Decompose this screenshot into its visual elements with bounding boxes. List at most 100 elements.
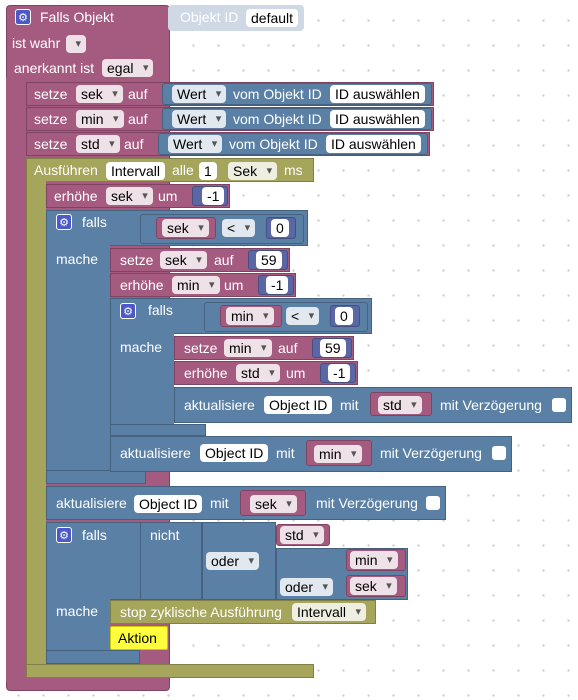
interval-dropdown[interactable]: Intervall <box>292 603 367 621</box>
falls-label: falls <box>82 214 107 230</box>
ms-label: ms <box>284 162 303 178</box>
gear-icon[interactable]: ⚙ <box>120 303 136 319</box>
operator-dropdown[interactable]: < <box>286 307 320 325</box>
setze-label: setze <box>34 111 68 127</box>
var-dropdown[interactable]: sek <box>160 251 207 269</box>
erhoehe-label: erhöhe <box>184 365 228 381</box>
var-dropdown[interactable]: sek <box>350 577 397 595</box>
if-block-1-wall <box>46 210 110 482</box>
falls-label: falls <box>82 527 107 543</box>
wert-dropdown[interactable]: Wert <box>172 110 227 128</box>
var-dropdown[interactable]: min <box>172 276 220 294</box>
mit-label: mit <box>276 445 295 461</box>
id-select-field[interactable]: ID auswählen <box>330 110 425 128</box>
oder-dropdown[interactable]: oder <box>206 552 260 570</box>
delay-checkbox[interactable] <box>552 398 566 412</box>
if-block-1-footer <box>46 470 146 484</box>
ausfuehren-label: Ausführen <box>34 162 98 178</box>
objekt-id-value[interactable]: default <box>246 9 299 27</box>
id-select-field[interactable]: ID auswählen <box>326 135 421 153</box>
object-id-field[interactable]: Object ID <box>134 495 203 513</box>
ist-wahr-dropdown[interactable] <box>66 35 86 53</box>
auf-label: auf <box>124 136 144 152</box>
delay-checkbox[interactable] <box>492 446 506 460</box>
delay-label: mit Verzögerung <box>316 495 418 511</box>
var-dropdown[interactable]: min <box>314 445 362 463</box>
delay-label: mit Verzögerung <box>380 445 482 461</box>
if-block-2-wall <box>110 298 174 436</box>
var-dropdown[interactable]: std <box>76 135 120 153</box>
gear-icon[interactable]: ⚙ <box>56 527 72 543</box>
setze-label: setze <box>184 340 218 356</box>
gear-icon[interactable]: ⚙ <box>15 9 31 25</box>
var-dropdown[interactable]: sek <box>250 495 297 513</box>
var-dropdown[interactable]: min <box>224 339 272 357</box>
stop-label: stop zyklische Ausführung <box>120 604 282 620</box>
var-dropdown[interactable]: sek <box>76 85 123 103</box>
anerkannt-ist-label: anerkannt ist <box>14 60 95 76</box>
var-dropdown[interactable]: std <box>280 526 324 544</box>
if-block-3-footer <box>46 650 140 664</box>
interval-name-field[interactable]: Intervall <box>106 162 166 180</box>
var-dropdown[interactable]: sek <box>106 187 153 205</box>
object-id-field[interactable]: Object ID <box>264 396 333 414</box>
setze-label: setze <box>120 252 154 268</box>
auf-label: auf <box>278 340 298 356</box>
not-block[interactable] <box>140 522 202 600</box>
setze-label: setze <box>34 136 68 152</box>
object-id-field[interactable]: Object ID <box>200 444 269 462</box>
falls-label: falls <box>148 302 173 318</box>
var-dropdown[interactable]: min <box>76 110 124 128</box>
mache-label: mache <box>56 251 99 267</box>
vom-objekt-label: vom Objekt ID <box>233 86 322 102</box>
var-dropdown[interactable]: std <box>378 396 422 414</box>
number-field[interactable]: 0 <box>335 307 353 325</box>
event-statements-wall <box>6 78 26 682</box>
anerkannt-dropdown[interactable]: egal <box>102 59 154 77</box>
aktion-label: Aktion <box>118 630 157 646</box>
interval-unit-dropdown[interactable]: Sek <box>228 162 278 180</box>
var-dropdown[interactable]: min <box>226 307 274 325</box>
oder-dropdown[interactable]: oder <box>280 578 334 596</box>
alle-label: alle <box>172 162 194 178</box>
operator-dropdown[interactable]: < <box>222 219 256 237</box>
setze-label: setze <box>34 86 68 102</box>
interval-block-footer <box>26 664 314 678</box>
nicht-label: nicht <box>150 527 180 543</box>
var-dropdown[interactable]: std <box>236 364 280 382</box>
mache-label: mache <box>120 339 163 355</box>
if-block-3-wall <box>46 522 110 662</box>
wert-dropdown[interactable]: Wert <box>172 85 227 103</box>
erhoehe-label: erhöhe <box>54 188 98 204</box>
erhoehe-label: erhöhe <box>120 277 164 293</box>
aktualisiere-label: aktualisiere <box>120 445 191 461</box>
number-field[interactable]: 59 <box>320 339 346 357</box>
number-field[interactable]: -1 <box>202 187 225 205</box>
mit-label: mit <box>210 495 229 511</box>
vom-objekt-label: vom Objekt ID <box>233 111 322 127</box>
auf-label: auf <box>214 252 234 268</box>
ist-wahr-label: ist wahr <box>12 35 61 51</box>
number-field[interactable]: -1 <box>266 276 289 294</box>
objekt-id-label: Objekt ID <box>180 9 239 25</box>
id-select-field[interactable]: ID auswählen <box>330 85 425 103</box>
number-field[interactable]: -1 <box>328 364 351 382</box>
mit-label: mit <box>340 397 359 413</box>
var-dropdown[interactable]: sek <box>162 219 209 237</box>
aktion-block[interactable] <box>110 626 168 650</box>
var-dropdown[interactable]: min <box>350 551 398 569</box>
gear-icon[interactable]: ⚙ <box>56 214 72 230</box>
aktualisiere-label: aktualisiere <box>56 495 127 511</box>
aktualisiere-label: aktualisiere <box>184 397 255 413</box>
mache-label: mache <box>56 603 99 619</box>
falls-objekt-label: Falls Objekt <box>40 9 114 25</box>
delay-checkbox[interactable] <box>426 496 440 510</box>
auf-label: auf <box>128 86 148 102</box>
um-label: um <box>286 365 306 381</box>
um-label: um <box>158 188 178 204</box>
interval-number-field[interactable]: 1 <box>199 162 217 180</box>
number-field[interactable]: 59 <box>256 251 282 269</box>
wert-dropdown[interactable]: Wert <box>168 135 223 153</box>
delay-label: mit Verzögerung <box>440 397 542 413</box>
number-field[interactable]: 0 <box>271 219 289 237</box>
